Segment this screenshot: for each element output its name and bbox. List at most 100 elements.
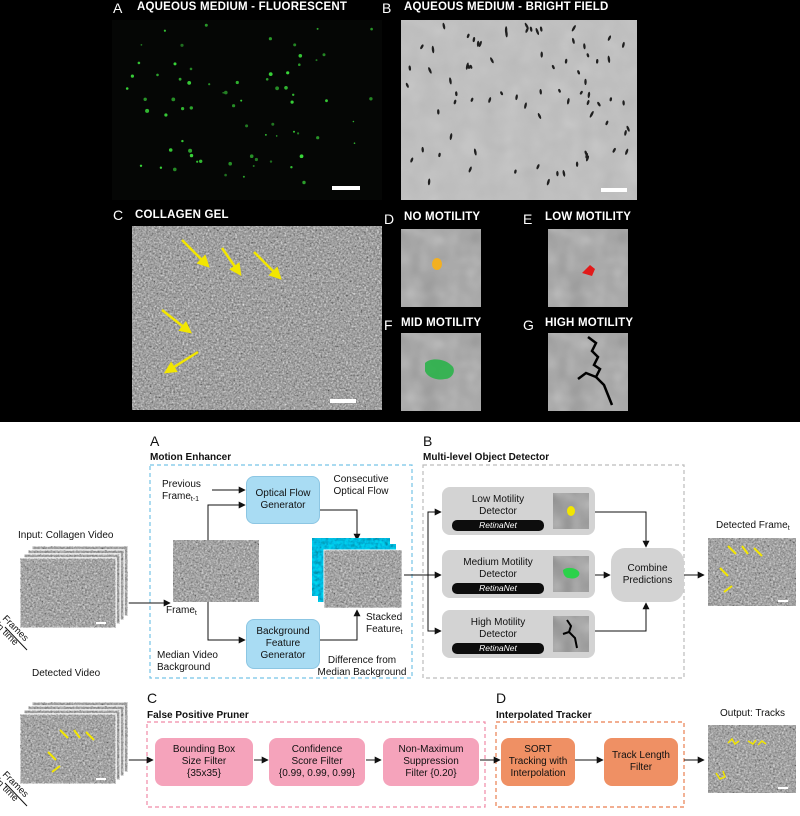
panel-e-letter: E <box>523 211 533 227</box>
bright-field-cell <box>536 164 540 170</box>
bright-field-cell <box>515 94 518 101</box>
confidence-score-filter-box: Confidence Score Filter {0.99, 0.99, 0.9… <box>269 738 365 786</box>
bright-field-image <box>401 20 637 200</box>
section-a-letter: A <box>150 433 160 449</box>
bright-field-cell <box>579 90 583 95</box>
fluorescent-cell <box>290 166 293 169</box>
bright-field-cell <box>465 62 469 70</box>
bright-field-cell <box>572 37 575 44</box>
bright-field-cell <box>575 161 579 167</box>
fluorescent-cell <box>353 142 356 144</box>
fluorescent-cell <box>181 139 184 143</box>
input-label: Input: Collagen Video <box>18 530 114 541</box>
low-motility-thumb <box>553 493 589 529</box>
detected-frame-image <box>708 538 796 606</box>
high-motility-thumb <box>553 616 589 652</box>
fluorescent-cell <box>286 71 290 75</box>
bright-field-cell <box>612 147 616 153</box>
bright-field-cell <box>500 91 504 96</box>
fluorescent-cell <box>164 113 168 117</box>
scale-bar <box>332 186 360 190</box>
bright-field-cell <box>585 155 590 162</box>
bright-field-cell <box>405 82 409 88</box>
fluorescent-cell <box>284 86 288 90</box>
output-label: Output: Tracks <box>720 708 786 719</box>
optical-flow-generator-box: Optical Flow Generator <box>246 476 320 524</box>
fluorescent-cell <box>298 54 303 58</box>
panel-b-title: AQUEOUS MEDIUM - BRIGHT FIELD <box>404 1 609 13</box>
fluorescent-cell <box>140 44 143 46</box>
scale-bar <box>330 399 356 403</box>
detected-video-stack <box>20 702 129 785</box>
section-d-title: Interpolated Tracker <box>496 710 592 721</box>
bright-field-cell <box>551 64 555 70</box>
fluorescent-cell <box>268 37 272 41</box>
fluorescent-cell <box>275 86 279 91</box>
bright-field-cell <box>529 26 533 32</box>
low-motility-image <box>548 229 628 307</box>
panel-f-letter: F <box>384 317 393 333</box>
bright-field-cell <box>556 170 559 177</box>
bright-field-cell <box>562 170 566 177</box>
bounding-box-size-filter-box: Bounding Box Size Filter {35x35} <box>155 738 253 786</box>
detected-frame-label: Detected Framet <box>716 520 790 532</box>
background-feature-generator-box: Background Feature Generator <box>246 619 320 669</box>
bright-field-cell <box>514 169 517 174</box>
fluorescent-cell <box>245 124 249 128</box>
bright-field-cell <box>504 26 508 34</box>
panel-d-letter: D <box>384 211 395 227</box>
bright-field-cell <box>455 91 458 97</box>
fluorescent-cell <box>370 27 373 31</box>
fluorescent-cell <box>322 53 326 57</box>
bright-field-cell <box>408 65 412 71</box>
fluorescent-cell <box>235 80 239 85</box>
section-b-title: Multi-level Object Detector <box>423 452 550 463</box>
bright-field-cell <box>589 110 594 118</box>
fluorescent-cell <box>181 107 185 111</box>
fluorescent-cell <box>316 27 319 30</box>
bright-field-cell <box>539 26 543 32</box>
fluorescent-cell <box>188 148 193 153</box>
fluorescent-cell <box>275 135 278 137</box>
bright-field-cell <box>438 152 441 158</box>
bright-field-cell <box>469 64 473 69</box>
panel-g-letter: G <box>523 317 534 333</box>
panel-a-letter: A <box>113 0 123 16</box>
fluorescent-cell <box>254 157 258 162</box>
sort-tracking-box: SORT Tracking with Interpolation <box>501 738 575 786</box>
fluorescent-cell <box>125 87 129 90</box>
fluorescent-cell <box>265 78 269 81</box>
bright-field-cell <box>607 35 612 41</box>
bright-field-cell <box>490 57 494 64</box>
bright-field-cell <box>478 40 482 47</box>
no-motility-image <box>401 229 481 307</box>
bright-field-cell <box>622 100 625 106</box>
bright-field-cell <box>524 102 527 109</box>
fluorescent-cell <box>204 23 208 27</box>
bright-field-cell <box>583 43 586 50</box>
bright-field-cell <box>577 70 580 75</box>
fluorescent-cell <box>171 97 176 102</box>
difference-from-median-label: Difference from Median Background <box>317 655 407 678</box>
bright-field-cell <box>586 53 590 58</box>
bright-field-cell <box>540 51 543 58</box>
bright-field-cell <box>470 97 474 102</box>
medium-motility-thumb <box>553 556 589 592</box>
fluorescent-cell <box>242 175 245 178</box>
bright-field-cell <box>584 78 587 86</box>
fluorescent-cell <box>297 132 300 135</box>
fluorescent-cell <box>290 100 294 104</box>
fluorescent-cell <box>232 104 236 108</box>
pruner-frame <box>146 721 486 808</box>
bright-field-cell <box>624 130 627 136</box>
fluorescent-cell <box>292 93 295 97</box>
bright-field-cell <box>626 125 630 132</box>
fluorescent-cell <box>325 99 328 103</box>
bright-field-cell <box>420 44 424 50</box>
fluorescent-cell <box>189 153 194 158</box>
bright-field-cell <box>488 97 492 103</box>
mid-motility-image <box>401 333 481 411</box>
low-motility-detector-label: Low Motility Detector <box>471 494 525 517</box>
fluorescent-cell <box>299 154 304 158</box>
